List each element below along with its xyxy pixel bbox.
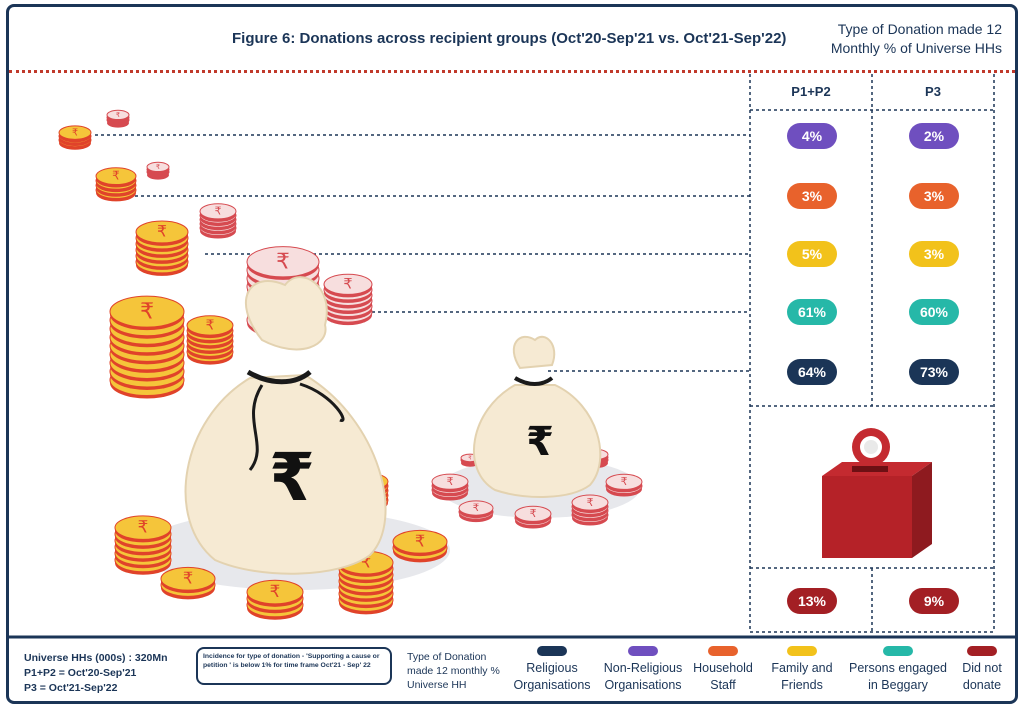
legend-swatch (787, 646, 817, 656)
legend-item: Did not donate (960, 646, 1004, 694)
svg-text:₹: ₹ (276, 249, 290, 274)
small-money-bag: ₹ (473, 335, 602, 498)
donation-box-icon (822, 428, 932, 558)
svg-text:₹: ₹ (206, 318, 215, 334)
large-money-bag: ₹ (184, 276, 387, 575)
value-pill: 5% (787, 241, 837, 267)
incidence-note: Incidence for type of donation - 'Suppor… (196, 647, 392, 685)
column-header-p3: P3 (925, 84, 941, 99)
svg-text:₹: ₹ (156, 163, 160, 171)
legend-label: Religious Organisations (513, 661, 591, 692)
svg-text:₹: ₹ (468, 456, 472, 462)
value-pill: 3% (909, 241, 959, 267)
universe-label: Universe HHs (000s) : 320Mn (24, 652, 168, 664)
svg-text:₹: ₹ (415, 532, 425, 551)
coin-stack-icon: ₹ (199, 203, 237, 239)
svg-text:₹: ₹ (621, 475, 628, 488)
value-pill: 9% (909, 588, 959, 614)
legend-swatch (537, 646, 567, 656)
svg-text:₹: ₹ (343, 277, 352, 293)
legend-item: Religious Organisations (508, 646, 596, 694)
legend-swatch (967, 646, 997, 656)
coin-stack-icon: ₹ (106, 109, 130, 128)
legend-label: Non-Religious Organisations (603, 661, 683, 692)
coin-stack-icon: ₹ (135, 220, 189, 276)
header-divider (9, 70, 1015, 73)
chart-title: Figure 6: Donations across recipient gro… (232, 30, 787, 47)
svg-text:₹: ₹ (72, 127, 78, 138)
svg-text:₹: ₹ (530, 507, 537, 520)
coin-stack-icon: ₹ (605, 473, 643, 497)
value-pill: 64% (787, 359, 837, 385)
legend-title: Type of Donation made 12 monthly % Unive… (407, 651, 500, 691)
svg-text:₹: ₹ (526, 419, 554, 465)
coin-stack-icon: ₹ (146, 161, 170, 180)
legend-swatch (883, 646, 913, 656)
figure-frame (6, 4, 1018, 704)
coin-stack-icon: ₹ (95, 167, 137, 202)
svg-text:₹: ₹ (138, 517, 149, 537)
svg-text:₹: ₹ (447, 475, 454, 488)
coin-stack-icon: ₹ (58, 125, 92, 150)
p1p2-definition: P1+P2 = Oct'20-Sep'21 (24, 667, 137, 679)
coin-stack-icon: ₹ (431, 473, 469, 501)
svg-text:₹: ₹ (215, 205, 222, 218)
svg-text:₹: ₹ (183, 569, 193, 588)
legend-swatch (628, 646, 658, 656)
svg-text:₹: ₹ (140, 298, 154, 324)
svg-text:₹: ₹ (157, 223, 167, 241)
svg-text:₹: ₹ (473, 503, 479, 514)
coin-stack-icon: ₹ (458, 500, 494, 523)
value-pill: 73% (909, 359, 959, 385)
value-pill: 2% (909, 123, 959, 149)
coin-stack-icon: ₹ (109, 295, 185, 399)
column-header-p1p2: P1+P2 (791, 84, 831, 99)
legend-item: Household Staff (686, 646, 760, 694)
coin-stack-icon: ₹ (160, 566, 216, 600)
coin-stack-icon: ₹ (246, 579, 304, 620)
legend-label: Household Staff (693, 661, 753, 692)
coin-stack-icon: ₹ (114, 515, 172, 575)
p3-definition: P3 = Oct'21-Sep'22 (24, 682, 118, 694)
coin-stack-icon: ₹ (186, 315, 234, 365)
coin-stack-icon: ₹ (323, 273, 373, 326)
legend-label: Persons engaged in Beggary (849, 661, 947, 692)
coin-stack-icon: ₹ (571, 494, 609, 526)
value-pill: 3% (909, 183, 959, 209)
legend-item: Persons engaged in Beggary (843, 646, 953, 694)
coin-stack-icon: ₹ (514, 505, 552, 529)
table-grid (749, 74, 995, 633)
svg-text:₹: ₹ (269, 439, 315, 516)
svg-text:₹: ₹ (116, 111, 120, 119)
value-pill: 4% (787, 123, 837, 149)
legend-item: Non-Religious Organisations (598, 646, 688, 694)
footer-definitions: Universe HHs (000s) : 320Mn P1+P2 = Oct'… (24, 651, 168, 696)
legend-item: Family and Friends (762, 646, 842, 694)
type-note: Type of Donation made 12 Monthly % of Un… (830, 21, 1002, 56)
svg-text:₹: ₹ (270, 581, 281, 601)
svg-text:₹: ₹ (587, 496, 594, 509)
value-pill: 61% (787, 299, 837, 325)
value-pill: 3% (787, 183, 837, 209)
value-pill: 60% (909, 299, 959, 325)
svg-text:₹: ₹ (112, 169, 120, 183)
legend-label: Did not donate (962, 661, 1002, 692)
coin-stack-icon: ₹ (338, 550, 394, 615)
coin-stack-icon: ₹ (392, 529, 448, 563)
svg-text:₹: ₹ (361, 552, 371, 571)
value-pill: 13% (787, 588, 837, 614)
legend-label: Family and Friends (771, 661, 833, 692)
legend-swatch (708, 646, 738, 656)
